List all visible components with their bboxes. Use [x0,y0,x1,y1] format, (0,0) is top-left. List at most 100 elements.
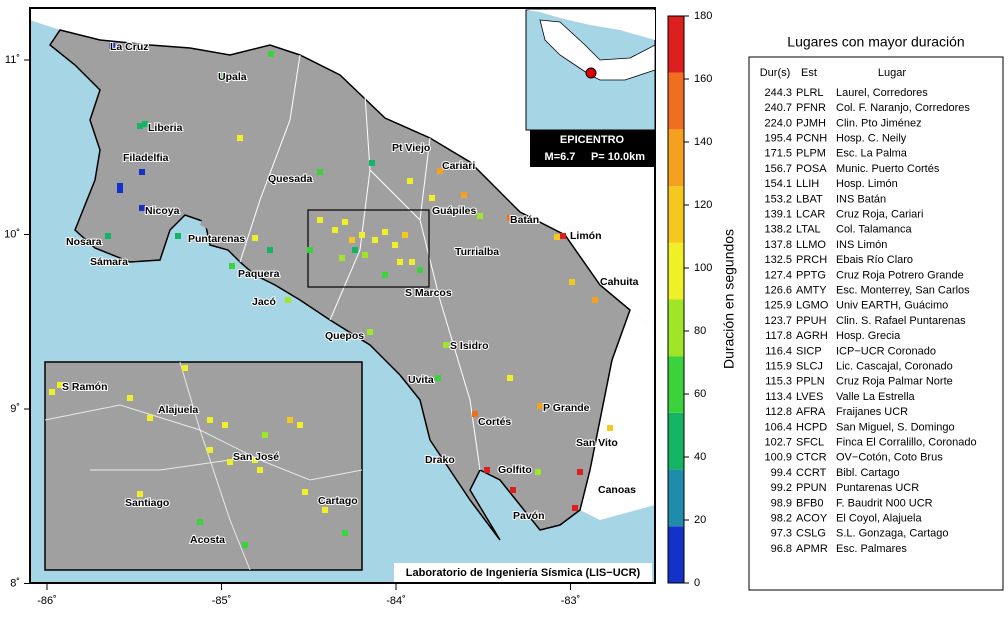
table-cell: Cruz Roja Potrero Grande [836,269,964,281]
station [362,252,368,258]
station [339,255,345,261]
table-cell: AMTY [796,285,827,297]
inset-station [49,389,55,395]
station [382,229,388,235]
table-cell: SICP [796,345,822,357]
table-cell: 126.6 [764,285,792,297]
station [554,234,560,240]
colorbar-frame [667,15,685,584]
inset-station [297,422,303,428]
station [560,233,566,239]
table-cell: 97.3 [771,528,792,540]
city-label: Uvita [408,374,434,386]
station [285,297,291,303]
inset-station [222,422,228,428]
city-label: Golfito [498,464,532,476]
table-cell: PFNR [796,102,826,114]
epicenter-title: EPICENTRO [560,134,625,146]
lat-tick-label: 10˚ [4,228,20,240]
table-cell: PPLN [796,376,825,388]
colorbar-tick-label: 100 [694,262,712,274]
table-header: Dur(s) [760,67,791,79]
table-cell: Hosp. Grecia [836,330,901,342]
station [484,467,490,473]
table-cell: 156.7 [764,163,792,175]
table-cell: Bibl. Cartago [836,467,900,479]
table-cell: S.L. Gonzaga, Cartago [836,528,949,540]
station [317,169,323,175]
station [342,219,348,225]
station [417,267,423,273]
table-cell: Cruz Roja, Cariari [836,209,923,221]
table-cell: PLRL [796,87,824,99]
table-cell: LCAR [796,209,825,221]
colorbar-swatch [668,356,684,413]
lon-tick-label: -84˚ [386,595,406,607]
station [317,217,323,223]
epicenter-depth: P= 10.0km [591,151,645,163]
inset-station [182,365,188,371]
table-title: Lugares con mayor duración [787,34,964,50]
station [607,425,613,431]
station [137,123,143,129]
city-label: Pavón [513,510,545,522]
table-cell: 98.2 [771,513,792,525]
table-cell: LLMO [796,239,826,251]
table-cell: Col. F. Naranjo, Corredores [836,102,970,114]
table-cell: AFRA [796,406,826,418]
colorbar-label: Duración en segundos [721,229,737,369]
colorbar-tick-label: 80 [694,325,706,337]
table-cell: PPUN [796,482,827,494]
city-label: Liberia [148,122,183,134]
inset-station [287,417,293,423]
colorbar-tick-label: 140 [694,136,712,148]
table-cell: LVES [796,391,823,403]
station [569,279,575,285]
lon-tick-label: -86˚ [37,595,57,607]
table-cell: CCRT [796,467,827,479]
locator-land [539,19,656,81]
station [252,235,258,241]
map-frame [29,7,656,584]
inset-station [302,489,308,495]
colorbar-tick-label: 180 [694,10,712,22]
station [117,183,123,189]
credit-box [394,563,652,582]
inset-station [322,507,328,513]
station [175,233,181,239]
station [409,259,415,265]
table-cell: 195.4 [764,133,792,145]
epicenter-magnitude: M=6.7 [545,151,576,163]
colorbar-tick-label: 60 [694,388,706,400]
table-cell: APMR [796,543,828,555]
inset-city-label: S Ramón [62,381,108,393]
table-cell: INS Batán [836,193,886,205]
colorbar-tick-label: 160 [694,73,712,85]
table-cell: ACOY [796,513,828,525]
station [402,232,408,238]
table-cell: Ebais Río Claro [836,254,913,266]
table-cell: PLPM [796,148,826,160]
city-label: Upala [218,71,247,83]
table-cell: ICP−UCR Coronado [836,345,936,357]
island [200,212,215,230]
table-cell: LGMO [796,300,829,312]
station [349,237,355,243]
inset-station [252,457,258,463]
city-label: Canoas [598,484,636,496]
table-box [748,56,1004,591]
city-label: Nicoya [145,205,180,217]
lon-tick-label: -83˚ [561,595,581,607]
inset-station [207,447,213,453]
station [382,272,388,278]
station [142,121,148,127]
table-cell: 132.5 [764,254,792,266]
table-cell: Hosp. Limón [836,178,898,190]
city-label: Limón [570,230,602,242]
table-cell: 244.3 [764,87,792,99]
table-cell: Fraijanes UCR [836,406,908,418]
station [461,192,467,198]
station [472,411,478,417]
inset-map [44,361,363,571]
